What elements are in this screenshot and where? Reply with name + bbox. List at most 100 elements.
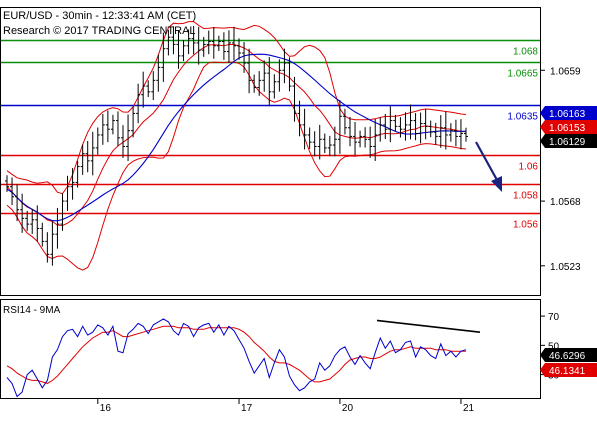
- x-tick-label: 16: [100, 403, 112, 414]
- x-tick-label: 21: [463, 403, 475, 414]
- candle: [65, 175, 70, 211]
- candle: [181, 40, 186, 62]
- candle: [100, 113, 105, 145]
- y-tick-label: 1.0523: [550, 262, 581, 273]
- candle: [50, 221, 55, 266]
- rsi-tag-1-bg: [540, 363, 597, 377]
- candle: [247, 48, 252, 94]
- bollinger-upper-line: [6, 21, 467, 195]
- candle: [237, 38, 242, 60]
- candle: [5, 175, 9, 192]
- candle: [448, 123, 453, 142]
- price-tag-0-bg: [540, 106, 597, 120]
- rsi-tag-0: 46.6296: [540, 348, 597, 362]
- candle: [60, 193, 65, 231]
- candle: [423, 109, 428, 140]
- price-tag-1: 1.06153: [540, 120, 597, 134]
- rsi-line: [6, 318, 467, 398]
- candle: [342, 108, 347, 135]
- candle: [363, 127, 368, 148]
- candle: [378, 117, 383, 142]
- level-label-5: 1.056: [513, 220, 538, 231]
- candle: [196, 26, 201, 65]
- level-label-3: 1.06: [519, 162, 539, 173]
- candle: [141, 71, 146, 108]
- candle: [408, 104, 413, 140]
- candle: [80, 144, 85, 175]
- candle: [282, 48, 287, 84]
- candle: [413, 113, 418, 141]
- candle: [70, 168, 75, 200]
- candle: [171, 26, 176, 55]
- rsi-trendline: [376, 319, 481, 333]
- candle: [35, 205, 40, 242]
- candle: [10, 177, 15, 206]
- candle: [312, 131, 317, 157]
- candle: [353, 122, 358, 156]
- rsi-panel-title: RSI14 - 9MA: [3, 305, 61, 316]
- candle: [388, 106, 393, 143]
- candle: [126, 114, 131, 161]
- candle: [121, 125, 126, 158]
- candle: [252, 74, 257, 93]
- candle: [443, 111, 448, 150]
- candle: [55, 208, 60, 249]
- candle: [307, 127, 312, 149]
- candle: [433, 122, 438, 145]
- candle: [332, 126, 337, 157]
- candle: [110, 114, 115, 135]
- forecast-arrow-head: [491, 176, 502, 192]
- candle: [297, 100, 302, 137]
- candle: [15, 184, 20, 222]
- candle: [226, 30, 231, 63]
- candle: [257, 71, 262, 96]
- price-tag-0-label: 1.06163: [549, 109, 586, 120]
- rsi-tick-label: 50: [548, 341, 560, 352]
- candle: [221, 32, 226, 60]
- price-tag-2-label: 1.06129: [549, 137, 586, 148]
- rsi-tag-0-label: 46.6296: [549, 351, 586, 362]
- candle: [428, 120, 433, 138]
- candle: [176, 30, 181, 69]
- candle: [292, 76, 297, 122]
- candle: [403, 112, 408, 141]
- candle: [151, 71, 156, 101]
- rsi-tick-label: 70: [548, 312, 560, 323]
- price-panel-frame: [0, 7, 541, 296]
- candle: [267, 57, 272, 107]
- chart-title: EUR/USD - 30min - 12:33:41 AM (CET): [3, 10, 197, 22]
- candle: [166, 29, 171, 56]
- candle: [287, 57, 292, 92]
- candle: [453, 119, 458, 147]
- x-tick-label: 20: [342, 403, 354, 414]
- candle: [216, 35, 221, 51]
- candle: [464, 127, 468, 142]
- moving-average-line: [6, 53, 467, 222]
- candle: [317, 124, 322, 160]
- candle: [95, 127, 100, 155]
- candle: [161, 32, 166, 82]
- candle: [327, 135, 332, 157]
- candle: [277, 59, 282, 92]
- candle: [322, 133, 327, 154]
- candle: [358, 130, 363, 148]
- rsi-tag-0-bg: [540, 348, 597, 362]
- candle: [191, 25, 196, 55]
- candle: [30, 208, 35, 234]
- candle: [20, 193, 25, 233]
- candle: [418, 112, 423, 144]
- candle: [85, 141, 90, 173]
- candle: [458, 119, 463, 150]
- rsi-ma-line: [6, 325, 466, 384]
- bollinger-lower-line: [6, 61, 467, 271]
- candle: [272, 74, 277, 99]
- candle: [206, 30, 211, 55]
- level-label-0: 1.068: [513, 47, 538, 58]
- candle: [383, 113, 388, 140]
- price-tag-2: 1.06129: [540, 134, 597, 148]
- candle: [262, 60, 267, 92]
- candle: [146, 80, 151, 98]
- candle: [45, 232, 50, 263]
- y-tick-label: 1.0659: [550, 66, 581, 77]
